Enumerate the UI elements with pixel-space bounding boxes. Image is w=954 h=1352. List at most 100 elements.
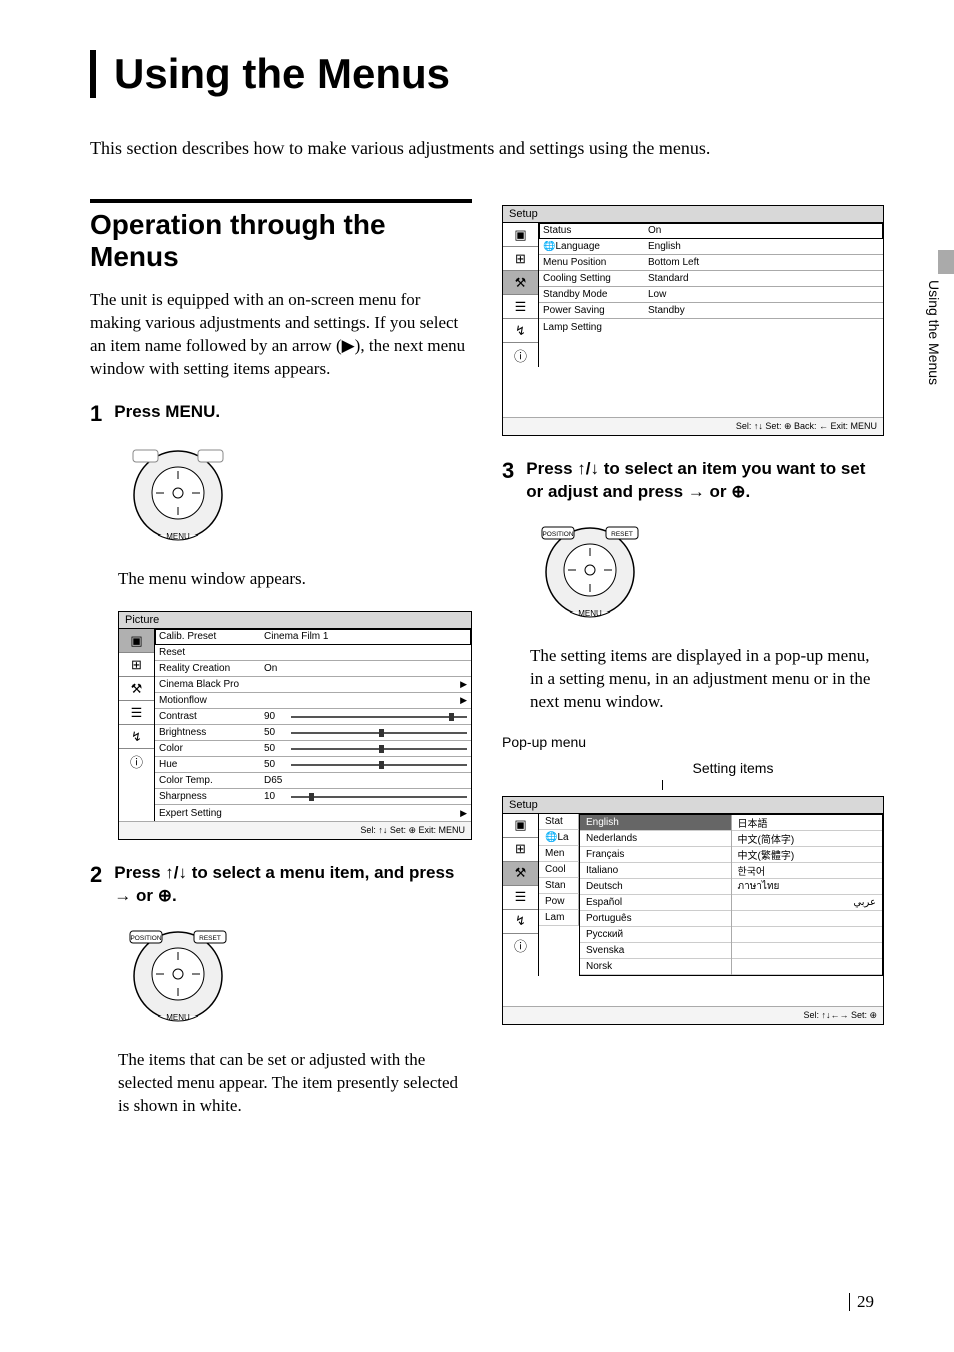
language-option: 中文(繁體字) — [732, 847, 883, 863]
osd-footer: Sel: ↑↓ Set: ⊕ Back: ← Exit: MENU — [503, 417, 883, 435]
language-option: 中文(简体字) — [732, 831, 883, 847]
step-number: 2 — [90, 862, 102, 908]
osd-row: StatusOn — [539, 223, 883, 239]
osd-row: Lamp Setting — [539, 319, 883, 335]
step-3-after: The setting items are displayed in a pop… — [530, 645, 884, 714]
osd-sidebar-icon: ⊞ — [503, 838, 538, 862]
osd-sidebar-icon: ⊞ — [119, 653, 154, 677]
osd-row: Menu PositionBottom Left — [539, 255, 883, 271]
osd-row: Standby ModeLow — [539, 287, 883, 303]
osd-stub-row: Lam — [539, 910, 579, 926]
language-option: Italiano — [580, 863, 731, 879]
osd-sidebar-icon: ⓘ — [119, 749, 154, 773]
svg-text:POSITION: POSITION — [542, 531, 573, 538]
step-1: 1 Press MENU. — [90, 401, 472, 427]
osd-sidebar: ▣⊞⚒☰↯ⓘ — [119, 629, 155, 821]
language-option: 한국어 — [732, 863, 883, 879]
osd-sidebar: ▣⊞⚒☰↯ⓘ — [503, 223, 539, 367]
osd-sidebar-icon: ☰ — [119, 701, 154, 725]
osd-picture-title: Picture — [119, 612, 471, 629]
language-option: ภาษาไทย — [732, 879, 883, 895]
main-title: Using the Menus — [90, 50, 884, 98]
step-1-title: Press MENU. — [114, 401, 472, 424]
section-title: Operation through the Menus — [90, 199, 472, 273]
remote-illustration: MENU — [118, 443, 472, 558]
osd-sidebar-icon: ⊞ — [503, 247, 538, 271]
language-option: Français — [580, 847, 731, 863]
osd-row: Expert Setting▶ — [155, 805, 471, 821]
osd-row: Cooling SettingStandard — [539, 271, 883, 287]
language-option: Português — [580, 911, 731, 927]
osd-row: Hue50 — [155, 757, 471, 773]
osd-row: 🌐LanguageEnglish — [539, 239, 883, 255]
intro-text: This section describes how to make vario… — [90, 138, 884, 159]
svg-text:MENU: MENU — [166, 532, 190, 541]
osd-setup-menu: Setup ▣⊞⚒☰↯ⓘ StatusOn🌐LanguageEnglishMen… — [502, 205, 884, 436]
step-3: 3 Press ↑/↓ to select an item you want t… — [502, 458, 884, 504]
osd-sidebar-icon: ☰ — [503, 295, 538, 319]
osd-footer: Sel: ↑↓ Set: ⊕ Exit: MENU — [119, 821, 471, 839]
language-option: Norsk — [580, 959, 731, 975]
remote-illustration: MENU POSITION RESET — [530, 520, 884, 635]
side-tab: Using the Menus — [914, 280, 954, 385]
language-option: عربي — [732, 895, 883, 911]
osd-row: Cinema Black Pro▶ — [155, 677, 471, 693]
popup-label: Pop-up menu — [502, 734, 884, 750]
language-option: Русский — [580, 927, 731, 943]
svg-text:RESET: RESET — [199, 935, 221, 942]
osd-popup-title: Setup — [503, 797, 883, 814]
language-option — [732, 911, 883, 927]
osd-language-popup: Setup ▣⊞⚒☰↯ⓘ Stat🌐LaMenCoolStanPowLam En… — [502, 796, 884, 1025]
svg-text:POSITION: POSITION — [130, 935, 161, 942]
step-number: 3 — [502, 458, 514, 504]
osd-sidebar-icon: ⚒ — [119, 677, 154, 701]
osd-row: Reality CreationOn — [155, 661, 471, 677]
osd-stub-row: Cool — [539, 862, 579, 878]
osd-footer: Sel: ↑↓←→ Set: ⊕ — [503, 1006, 883, 1024]
remote-illustration: MENU POSITION RESET — [118, 924, 472, 1039]
osd-stub-row: 🌐La — [539, 830, 579, 846]
osd-picture-menu: Picture ▣⊞⚒☰↯ⓘ Calib. PresetCinema Film … — [118, 611, 472, 840]
osd-stub-row: Stat — [539, 814, 579, 830]
osd-row: Calib. PresetCinema Film 1 — [155, 629, 471, 645]
setting-items-label: Setting items — [582, 760, 884, 776]
language-option — [732, 943, 883, 959]
step-1-after: The menu window appears. — [118, 568, 472, 591]
osd-sidebar-icon: ▣ — [119, 629, 154, 653]
osd-row: Color50 — [155, 741, 471, 757]
osd-sidebar-icon: ⚒ — [503, 862, 538, 886]
step-number: 1 — [90, 401, 102, 427]
language-option: 日本語 — [732, 815, 883, 831]
osd-stub-row: Men — [539, 846, 579, 862]
osd-sidebar-icon: ⓘ — [503, 343, 538, 367]
osd-sidebar-icon: ↯ — [503, 319, 538, 343]
osd-sidebar-icon: ▣ — [503, 223, 538, 247]
step-2: 2 Press ↑/↓ to select a menu item, and p… — [90, 862, 472, 908]
osd-row: Sharpness10 — [155, 789, 471, 805]
osd-row: Contrast90 — [155, 709, 471, 725]
osd-sidebar-icon: ▣ — [503, 814, 538, 838]
osd-sidebar-icon: ↯ — [503, 910, 538, 934]
osd-sidebar-icon: ⓘ — [503, 934, 538, 958]
step-2-title: Press ↑/↓ to select a menu item, and pre… — [114, 862, 472, 908]
osd-row: Brightness50 — [155, 725, 471, 741]
page-number: 29 — [857, 1292, 874, 1312]
section-intro: The unit is equipped with an on-screen m… — [90, 289, 472, 381]
language-option — [732, 959, 883, 975]
step-2-after: The items that can be set or adjusted wi… — [118, 1049, 472, 1118]
language-option: Nederlands — [580, 831, 731, 847]
osd-stub-row: Stan — [539, 878, 579, 894]
osd-setup-title: Setup — [503, 206, 883, 223]
language-option: English — [580, 815, 731, 831]
osd-sidebar: ▣⊞⚒☰↯ⓘ — [503, 814, 539, 976]
osd-sidebar-icon: ↯ — [119, 725, 154, 749]
osd-row: Motionflow▶ — [155, 693, 471, 709]
osd-stub-row: Pow — [539, 894, 579, 910]
osd-sidebar-icon: ☰ — [503, 886, 538, 910]
osd-row: Power SavingStandby — [539, 303, 883, 319]
language-option — [732, 927, 883, 943]
language-option: Svenska — [580, 943, 731, 959]
svg-text:MENU: MENU — [578, 609, 602, 618]
osd-sidebar-icon: ⚒ — [503, 271, 538, 295]
svg-text:MENU: MENU — [166, 1013, 190, 1022]
